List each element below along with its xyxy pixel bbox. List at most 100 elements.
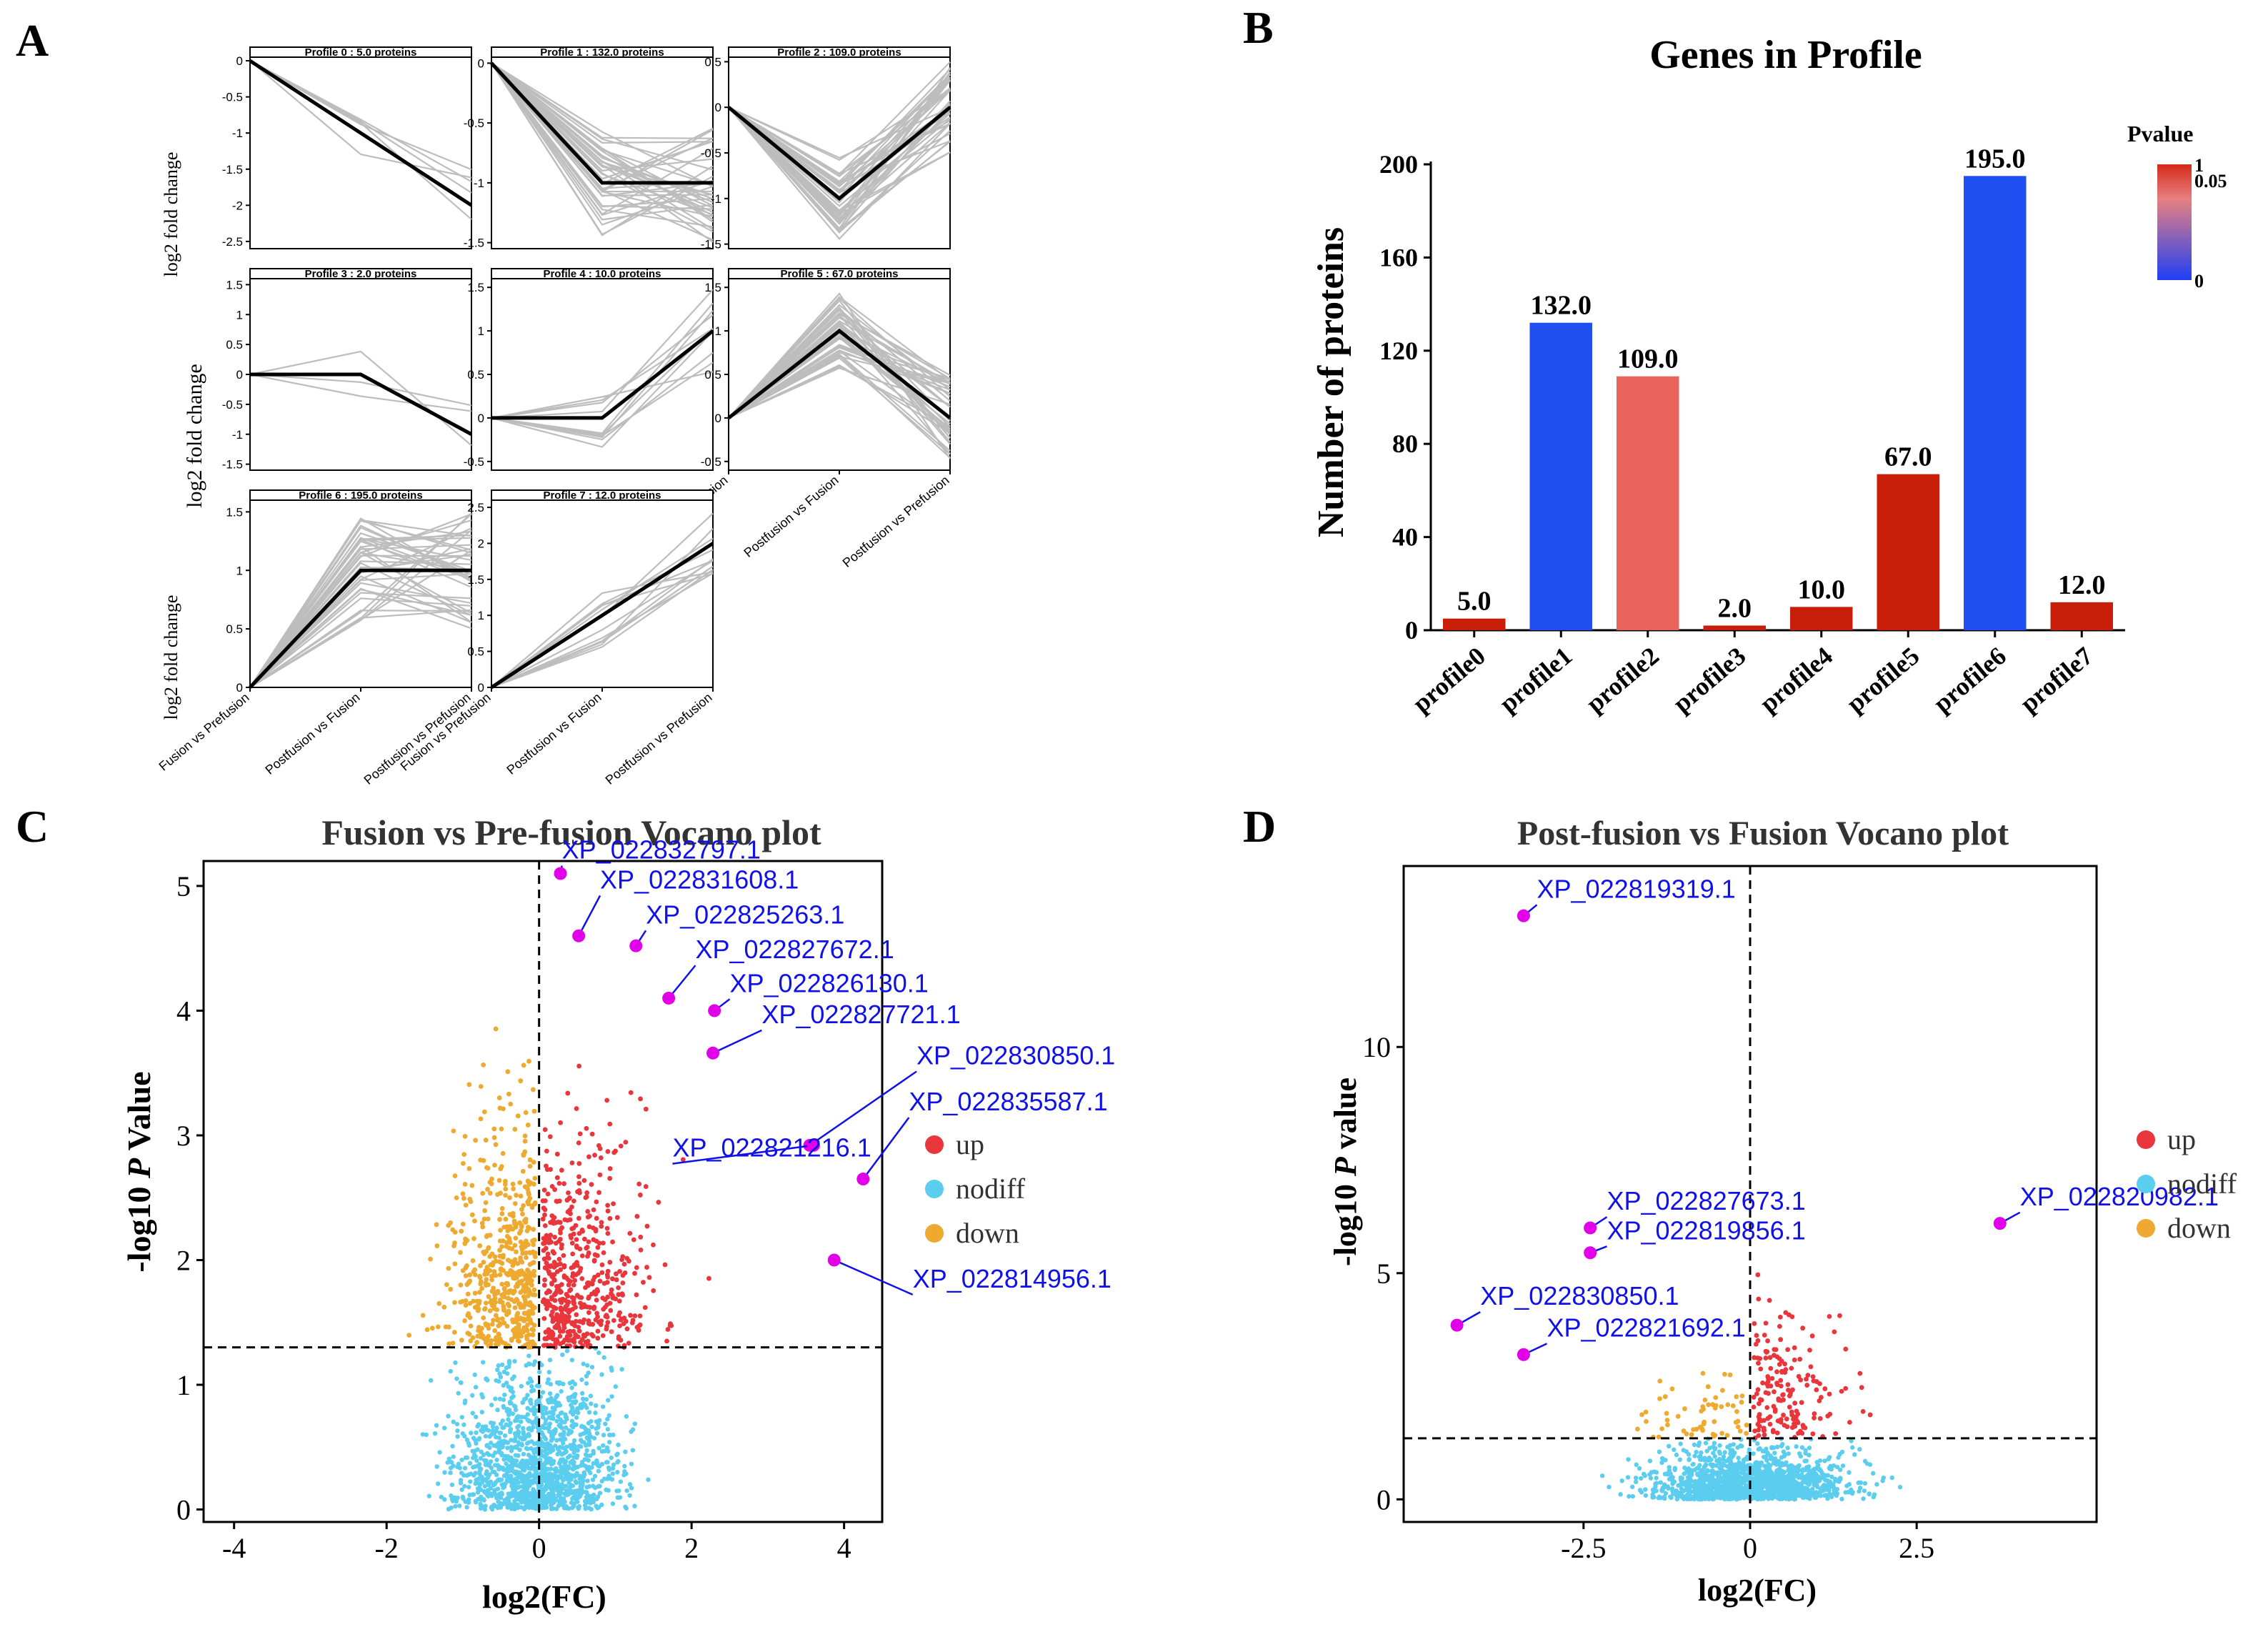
up-point bbox=[1778, 1378, 1784, 1383]
nodiff-point bbox=[1825, 1496, 1830, 1501]
nodiff-point bbox=[1767, 1463, 1773, 1468]
profile-frame bbox=[249, 56, 472, 249]
down-point bbox=[452, 1261, 458, 1267]
profile-ytick-label: -0.5 bbox=[222, 91, 243, 104]
nodiff-point bbox=[611, 1462, 616, 1468]
nodiff-point bbox=[1619, 1478, 1624, 1483]
up-point bbox=[607, 1260, 613, 1265]
down-point bbox=[531, 1227, 536, 1232]
nodiff-point bbox=[1782, 1461, 1787, 1466]
up-point bbox=[1761, 1426, 1767, 1431]
profile-ytick-label: -1.5 bbox=[701, 238, 721, 252]
nodiff-point bbox=[1723, 1476, 1729, 1482]
nodiff-point bbox=[453, 1503, 458, 1509]
nodiff-point bbox=[1707, 1446, 1712, 1451]
up-point bbox=[607, 1300, 613, 1306]
nodiff-point bbox=[596, 1446, 601, 1451]
nodiff-point bbox=[501, 1397, 506, 1403]
up-point bbox=[1757, 1355, 1763, 1361]
nodiff-point bbox=[559, 1438, 565, 1443]
profile-title: Profile 6 : 195.0 proteins bbox=[299, 489, 422, 502]
nodiff-point bbox=[1703, 1492, 1708, 1497]
nodiff-point bbox=[571, 1450, 576, 1456]
nodiff-point bbox=[562, 1466, 567, 1472]
up-point bbox=[554, 1151, 560, 1157]
profile-xtick-label: Postfusion vs Fusion bbox=[504, 690, 604, 777]
nodiff-point bbox=[1637, 1466, 1642, 1471]
nodiff-point bbox=[1727, 1456, 1732, 1461]
down-point bbox=[515, 1338, 521, 1343]
nodiff-point bbox=[575, 1453, 580, 1458]
up-point bbox=[568, 1338, 574, 1343]
nodiff-point bbox=[1767, 1491, 1773, 1496]
nodiff-point bbox=[579, 1423, 584, 1429]
down-point bbox=[506, 1303, 512, 1308]
highlight-point bbox=[708, 1004, 721, 1018]
nodiff-point bbox=[1799, 1473, 1805, 1479]
profile-xtick-label: Postfusion vs Fusion bbox=[262, 690, 362, 777]
nodiff-point bbox=[1787, 1487, 1792, 1492]
down-point bbox=[478, 1263, 483, 1268]
nodiff-point bbox=[523, 1463, 529, 1468]
nodiff-point bbox=[1704, 1448, 1709, 1453]
nodiff-point bbox=[474, 1458, 479, 1463]
bar-category-label: profile6 bbox=[1928, 641, 2012, 717]
down-point bbox=[501, 1320, 507, 1325]
nodiff-point bbox=[1697, 1496, 1702, 1502]
nodiff-point bbox=[499, 1477, 504, 1483]
nodiff-point bbox=[460, 1494, 466, 1500]
down-point bbox=[521, 1063, 526, 1068]
nodiff-point bbox=[439, 1494, 444, 1500]
up-point bbox=[1767, 1421, 1773, 1427]
up-point bbox=[587, 1305, 593, 1310]
down-point bbox=[467, 1272, 473, 1278]
up-point bbox=[572, 1278, 578, 1283]
nodiff-point bbox=[484, 1469, 489, 1474]
nodiff-point bbox=[479, 1428, 484, 1433]
down-point bbox=[509, 1273, 515, 1278]
down-point bbox=[491, 1269, 497, 1274]
down-point bbox=[519, 1223, 524, 1228]
profile-ytick-label: -1 bbox=[711, 192, 721, 206]
nodiff-point bbox=[479, 1410, 484, 1415]
nodiff-point bbox=[1781, 1449, 1787, 1454]
nodiff-point bbox=[474, 1430, 479, 1436]
nodiff-point bbox=[520, 1468, 526, 1473]
nodiff-point bbox=[566, 1488, 571, 1493]
nodiff-point bbox=[1827, 1466, 1832, 1471]
down-point bbox=[1700, 1370, 1706, 1376]
nodiff-point bbox=[514, 1433, 519, 1438]
down-point bbox=[466, 1331, 472, 1337]
profile-ytick-label: -1 bbox=[232, 126, 243, 140]
nodiff-point bbox=[1870, 1471, 1876, 1476]
down-point bbox=[501, 1308, 506, 1313]
up-point bbox=[549, 1313, 554, 1318]
nodiff-point bbox=[534, 1383, 540, 1388]
nodiff-point bbox=[1679, 1486, 1684, 1491]
nodiff-point bbox=[549, 1461, 554, 1466]
nodiff-point bbox=[584, 1435, 589, 1441]
nodiff-point bbox=[599, 1372, 604, 1377]
down-point bbox=[460, 1191, 466, 1197]
nodiff-point bbox=[584, 1485, 589, 1490]
nodiff-point bbox=[588, 1471, 593, 1476]
down-point bbox=[503, 1193, 508, 1198]
down-point bbox=[475, 1333, 481, 1339]
down-point bbox=[1662, 1394, 1668, 1399]
nodiff-point bbox=[1814, 1471, 1819, 1477]
up-point bbox=[604, 1098, 610, 1103]
nodiff-point bbox=[553, 1497, 559, 1503]
down-point bbox=[466, 1082, 472, 1088]
nodiff-point bbox=[489, 1420, 494, 1426]
up-point bbox=[557, 1333, 563, 1339]
volcano-d-title: Post-fusion vs Fusion Vocano plot bbox=[1517, 815, 2009, 852]
up-point bbox=[1768, 1365, 1774, 1371]
nodiff-point bbox=[569, 1358, 575, 1363]
profile-member-line bbox=[728, 320, 951, 419]
highlight-point bbox=[827, 1253, 841, 1267]
profile-title: Profile 1 : 132.0 proteins bbox=[540, 46, 664, 59]
nodiff-point bbox=[519, 1383, 524, 1389]
down-point bbox=[513, 1224, 519, 1230]
nodiff-point bbox=[581, 1361, 586, 1366]
nodiff-point bbox=[512, 1501, 517, 1506]
